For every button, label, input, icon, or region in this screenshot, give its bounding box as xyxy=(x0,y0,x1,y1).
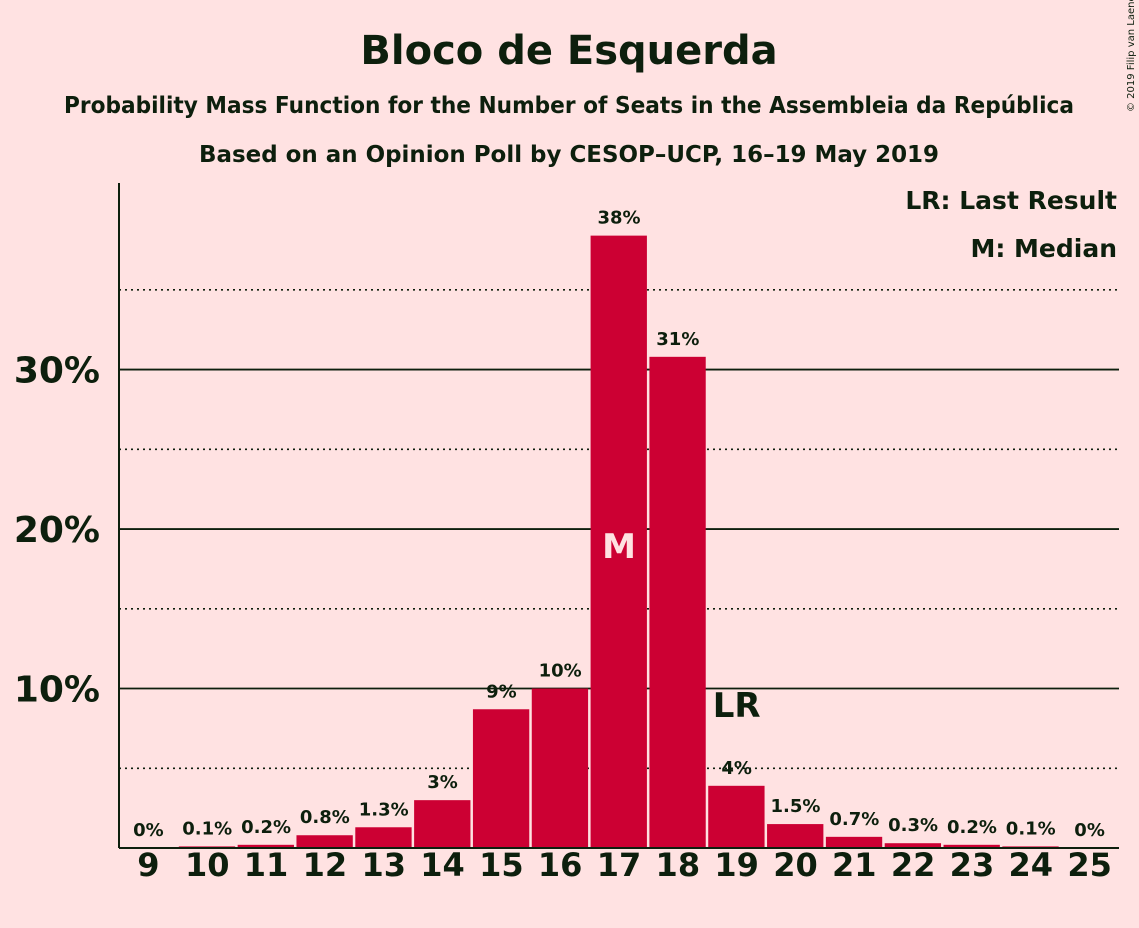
x-tick-label: 13 xyxy=(361,846,406,884)
copyright-text: © 2019 Filip van Laenen xyxy=(1126,0,1137,112)
x-tick-label: 23 xyxy=(950,846,995,884)
x-tick-label: 16 xyxy=(538,846,583,884)
bar xyxy=(237,844,294,848)
data-label: 1.3% xyxy=(359,799,409,820)
bar xyxy=(355,827,412,848)
bar xyxy=(590,235,647,848)
data-label: 38% xyxy=(597,208,640,229)
data-label: 4% xyxy=(721,758,752,779)
data-label: 3% xyxy=(427,772,458,793)
x-tick-label: 19 xyxy=(714,846,759,884)
bar xyxy=(825,836,883,848)
x-tick-label: 22 xyxy=(891,846,936,884)
bar xyxy=(708,785,765,848)
data-label: 0.1% xyxy=(1006,818,1056,839)
median-marker: M xyxy=(602,527,636,567)
data-label: 9% xyxy=(486,681,517,702)
data-label: 0.2% xyxy=(947,817,997,838)
x-tick-label: 10 xyxy=(185,846,230,884)
data-label: 0.1% xyxy=(182,818,232,839)
x-tick-label: 21 xyxy=(832,846,877,884)
chart-subtitle-2: Based on an Opinion Poll by CESOP–UCP, 1… xyxy=(199,142,939,168)
x-tick-label: 12 xyxy=(303,846,348,884)
x-tick-label: 20 xyxy=(773,846,818,884)
x-tick-label: 24 xyxy=(1008,846,1053,884)
y-tick-label: 20% xyxy=(14,510,100,551)
data-label: 0.3% xyxy=(888,815,938,836)
bar xyxy=(884,843,942,848)
data-label: 31% xyxy=(656,329,699,350)
chart-subtitle: Probability Mass Function for the Number… xyxy=(64,93,1074,119)
chart-title: Bloco de Esquerda xyxy=(360,28,777,74)
data-label: 0% xyxy=(133,820,164,841)
y-tick-label: 10% xyxy=(14,670,100,711)
data-label: 0.8% xyxy=(300,807,350,828)
x-tick-label: 17 xyxy=(597,846,642,884)
x-tick-label: 15 xyxy=(479,846,524,884)
x-tick-label: 25 xyxy=(1067,846,1112,884)
legend-median: M: Median xyxy=(970,234,1117,263)
bar xyxy=(472,709,530,848)
data-label: 0.2% xyxy=(241,817,291,838)
y-tick-label: 30% xyxy=(14,351,100,392)
bar xyxy=(531,688,589,848)
x-tick-label: 9 xyxy=(137,846,159,884)
bar xyxy=(767,824,824,848)
data-label: 0% xyxy=(1074,820,1105,841)
bar xyxy=(943,844,1000,848)
data-label: 1.5% xyxy=(771,796,821,817)
bar xyxy=(649,356,706,848)
bar xyxy=(296,835,353,848)
x-tick-label: 14 xyxy=(420,846,465,884)
x-tick-label: 11 xyxy=(244,846,289,884)
axes: 10% 20% 30% 9 10 11 12 13 14 15 16 17 18 19 20 21 22 23 24… xyxy=(14,183,1119,884)
last-result-marker: LR xyxy=(713,686,761,726)
x-tick-label: 18 xyxy=(656,846,701,884)
data-label: 10% xyxy=(539,661,582,682)
legend-last-result: LR: Last Result xyxy=(905,186,1117,215)
bars: 0% 0.1% 0.2% 0.8% 1.3% 3% 9% 10% 38% M 31% 4% LR 1.5%… xyxy=(133,208,1105,848)
data-label: 0.7% xyxy=(829,809,879,830)
bar xyxy=(414,800,471,848)
